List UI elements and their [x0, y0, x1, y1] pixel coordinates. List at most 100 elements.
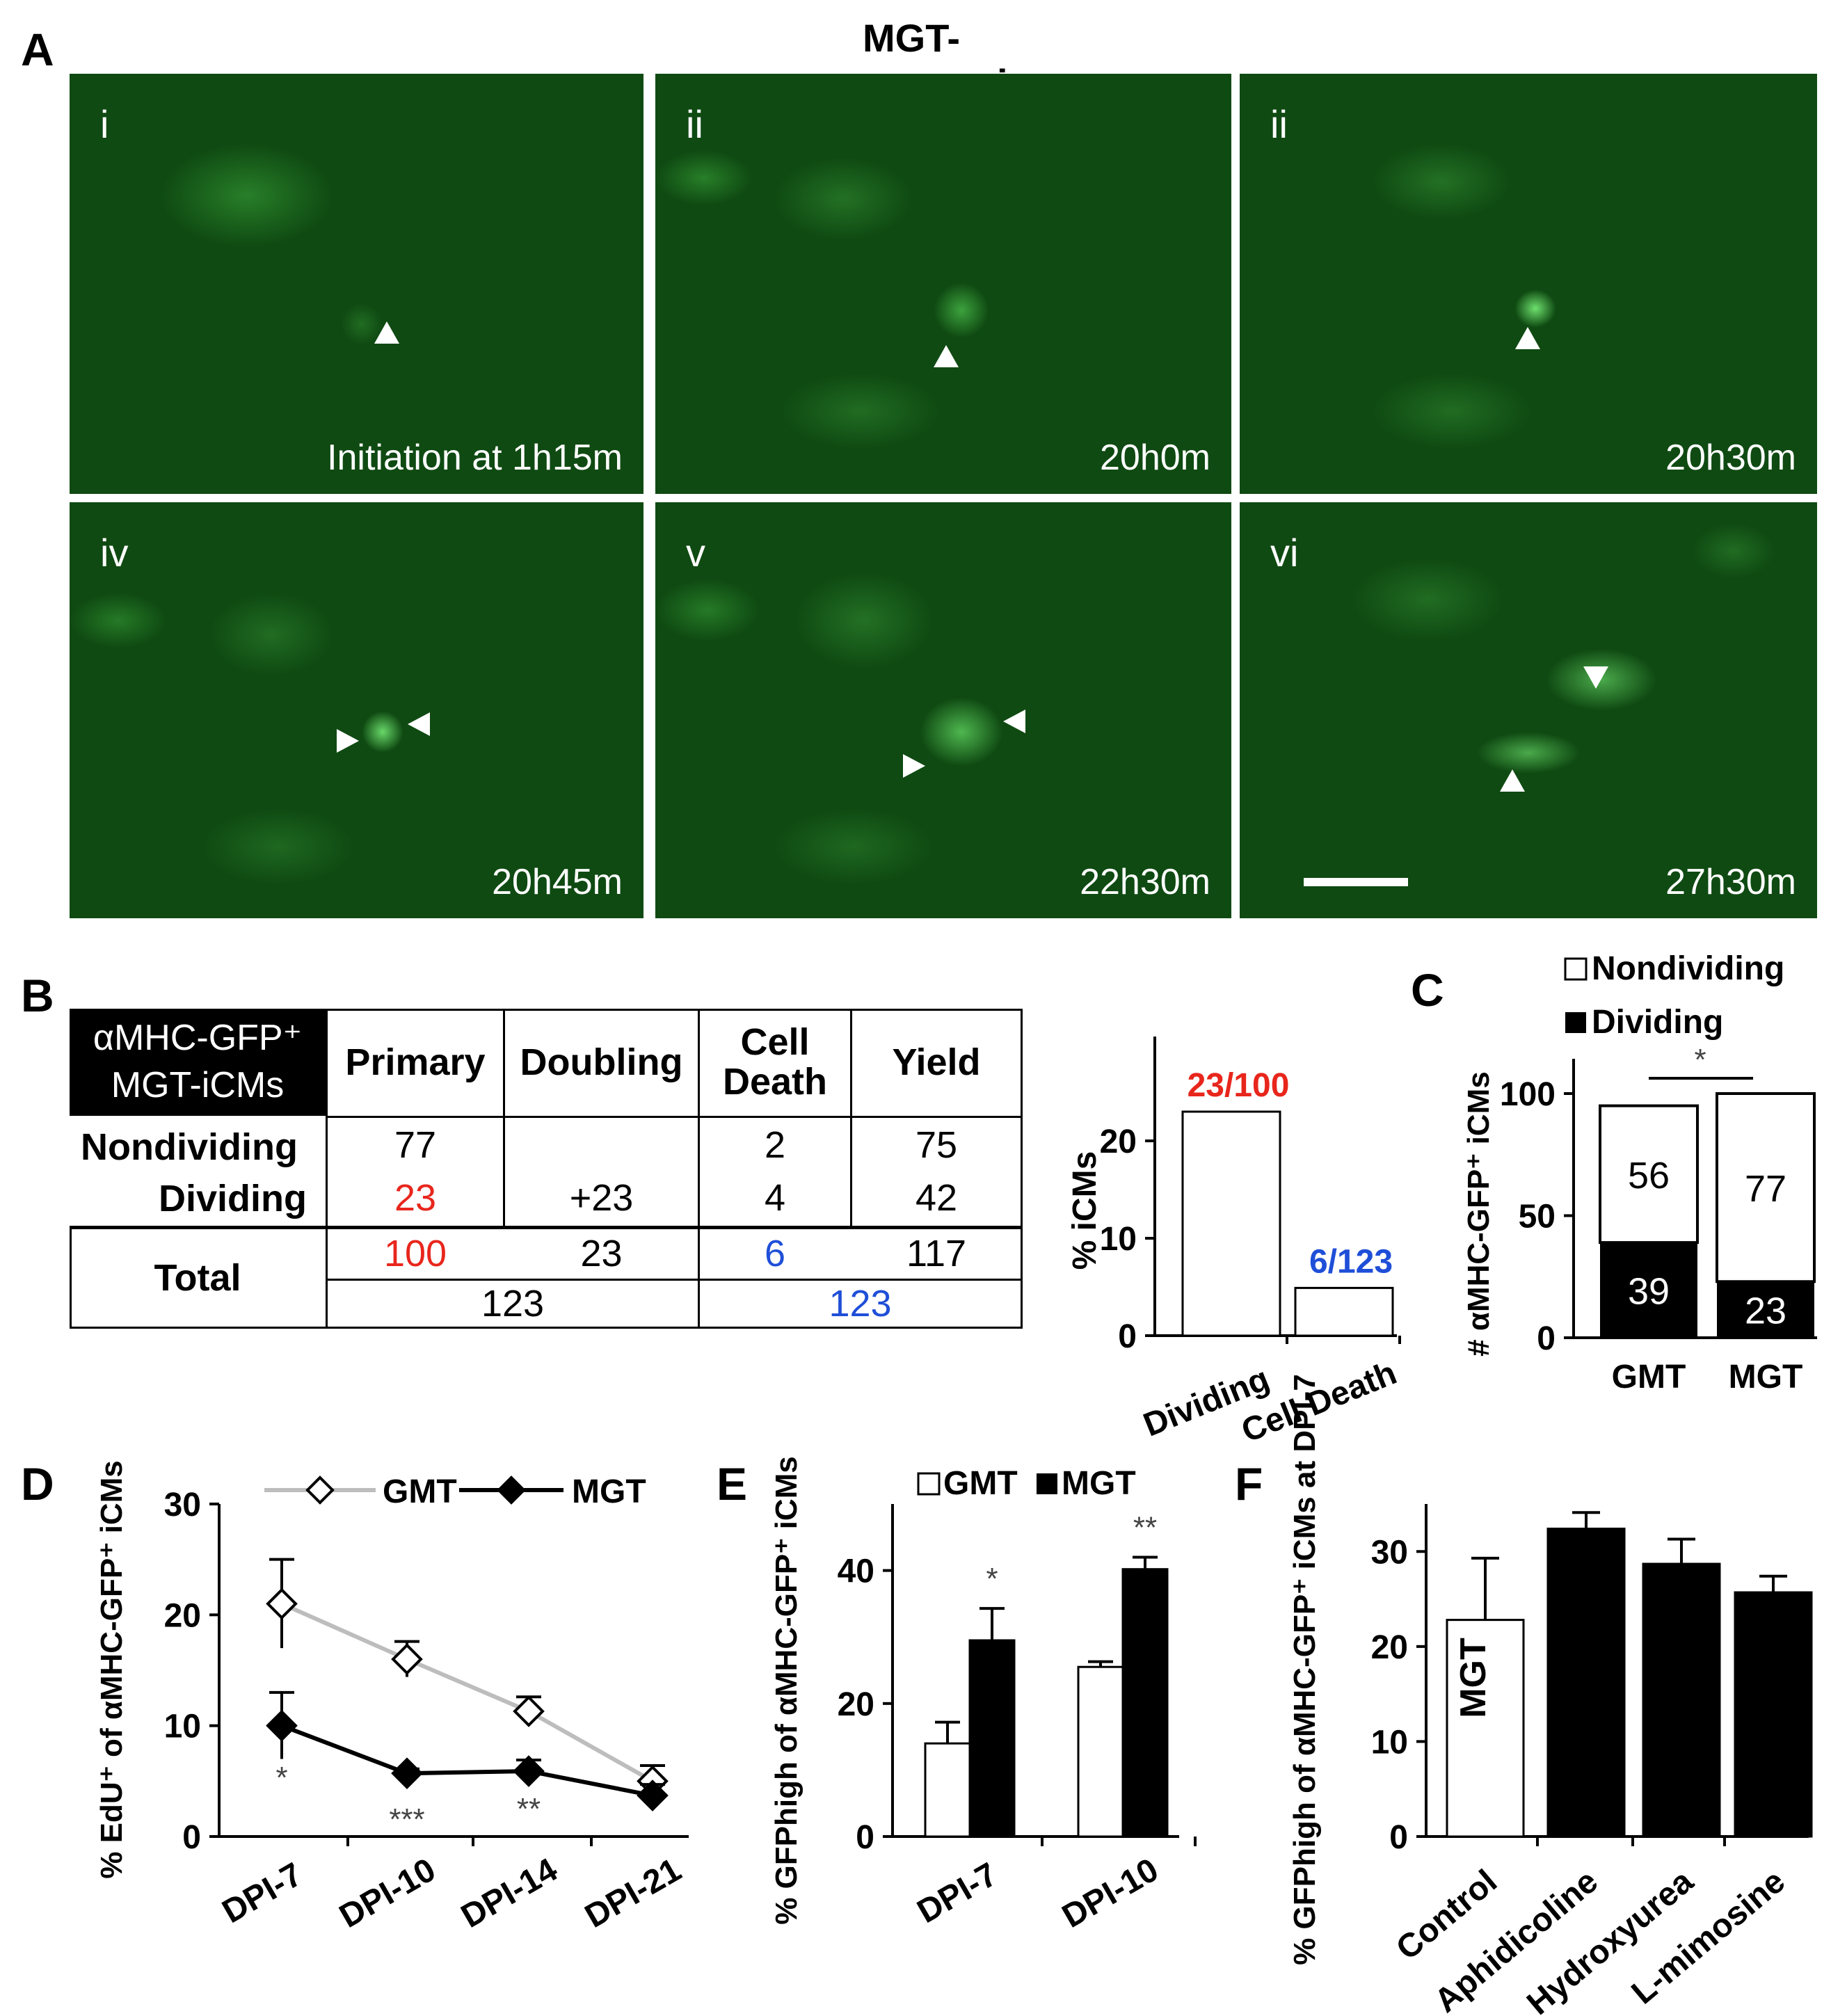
chart-f-bar — [1642, 1562, 1721, 1838]
chart-c-bar-nondividing — [1716, 1092, 1816, 1283]
table-cell: 75 — [915, 1123, 958, 1166]
table-header-cell-death: Cell Death — [722, 1021, 828, 1103]
chart-b-y-tick-label: 0 — [1118, 1318, 1137, 1355]
micrograph-frame-1: i Initiation at 1h15m — [70, 74, 643, 494]
chart-d-y-tick-label: 0 — [182, 1819, 201, 1856]
chart-e-y-tick-label: 40 — [838, 1553, 874, 1590]
chart-b-bar-annotation: 23/100 — [1188, 1067, 1290, 1104]
frame-tag: ii — [686, 102, 703, 146]
table-subtotal: 123 — [481, 1282, 545, 1325]
frame-tag: v — [686, 531, 705, 575]
micrograph-frame-4: iv 20h45m — [70, 502, 643, 918]
chart-d-legend-marker — [497, 1475, 526, 1505]
arrowhead-icon — [934, 345, 959, 367]
chart-c-bar-dividing — [1600, 1242, 1697, 1338]
table-cell: 4 — [764, 1176, 786, 1219]
chart-f-bar — [1546, 1528, 1626, 1838]
chart-d-marker — [391, 1643, 423, 1675]
row-label-total: Total — [154, 1256, 241, 1299]
panel-label-f: F — [1235, 1458, 1263, 1510]
chart-c-bar-label: 23 — [1745, 1290, 1786, 1332]
frame-time: 20h45m — [492, 862, 623, 902]
arrowhead-icon — [374, 321, 399, 344]
chart-f-y-tick-label: 30 — [1371, 1534, 1408, 1571]
micrograph-frame-5: v 22h30m — [655, 502, 1231, 918]
table-cell-red: 100 — [383, 1232, 447, 1274]
frame-tag: i — [100, 102, 109, 146]
chart-f-y-label: % GFPhigh of αMHC-GFP⁺ iCMs at DPI-7 — [1288, 1374, 1322, 1965]
chart-d-marker — [391, 1757, 423, 1790]
table-cell: 23 — [580, 1232, 623, 1274]
chart-c-bar-label: 56 — [1628, 1155, 1670, 1197]
table-cell-red: 23 — [394, 1176, 437, 1219]
chart-c-legend-label: Dividing — [1592, 1004, 1723, 1041]
chart-c-y-label: # αMHC-GFP⁺ iCMs — [1462, 1071, 1496, 1357]
table-header-yield: Yield — [892, 1041, 981, 1083]
chart-e-legend-swatch — [1037, 1473, 1057, 1494]
chart-b-y-label: % iCMs — [1066, 1151, 1103, 1270]
chart-d-marker — [637, 1779, 669, 1811]
chart-d-significance: * — [275, 1761, 287, 1795]
chart-f-bar — [1734, 1591, 1813, 1838]
table-cell: 42 — [915, 1176, 958, 1219]
chart-d-marker — [266, 1709, 298, 1742]
table-cell: 77 — [394, 1123, 437, 1166]
chart-e-legend-label: GMT — [943, 1465, 1018, 1502]
chart-c-bar-label: 77 — [1745, 1168, 1786, 1210]
chart-c-y-tick-label: 100 — [1500, 1076, 1556, 1113]
chart-e-y-tick-label: 0 — [856, 1819, 874, 1856]
chart-e-y-tick-label: 20 — [838, 1686, 874, 1723]
chart-d-legend-label: MGT — [572, 1473, 646, 1510]
chart-c-legend-swatch — [1564, 957, 1588, 981]
chart-d-significance: ** — [517, 1792, 541, 1826]
frame-time: 22h30m — [1080, 862, 1210, 902]
chart-e-significance: * — [986, 1562, 998, 1596]
arrowhead-icon — [1515, 327, 1540, 349]
chart-c-x-tick-label: MGT — [1729, 1359, 1803, 1395]
chart-d-marker — [513, 1755, 545, 1787]
chart-c-x-tick-label: GMT — [1612, 1359, 1686, 1395]
chart-d-marker — [513, 1695, 545, 1727]
chart-f-y-tick-label: 0 — [1389, 1819, 1408, 1856]
chart-e-bar — [924, 1742, 971, 1838]
frame-tag: vi — [1270, 531, 1299, 575]
arrowhead-icon — [1003, 710, 1025, 733]
chart-d-legend-marker — [305, 1475, 335, 1505]
panel-label-e: E — [717, 1458, 748, 1510]
table-corner-line2: MGT-iCMs — [111, 1065, 285, 1105]
chart-d-series-line — [280, 1723, 653, 1798]
table-cell: 2 — [764, 1123, 786, 1166]
chart-d-x-tick-label: DPI-14 — [455, 1851, 563, 1935]
chart-d-significance: *** — [389, 1802, 424, 1837]
chart-d-y-tick-label: 10 — [164, 1709, 201, 1745]
scale-bar — [1304, 878, 1408, 886]
summary-table: αMHC-GFP⁺ MGT-iCMs Primary Doubling Cell… — [70, 1009, 1023, 1329]
row-label-nondividing: Nondividing — [81, 1126, 298, 1168]
chart-c-legend-swatch — [1565, 1012, 1586, 1033]
chart-e-x-tick-label: DPI-10 — [1056, 1851, 1165, 1935]
chart-e-significance: ** — [1133, 1510, 1157, 1544]
chart-b-bar — [1181, 1110, 1281, 1337]
chart-f-bar-label: MGT — [1453, 1638, 1494, 1718]
micrograph-frame-6: vi 27h30m — [1240, 502, 1817, 918]
chart-c-significance: * — [1694, 1043, 1706, 1077]
chart-e-y-label: % GFPhigh of αMHC-GFP⁺ iCMs — [769, 1456, 803, 1925]
chart-c-bar-nondividing — [1599, 1104, 1699, 1245]
arrowhead-icon — [1583, 666, 1608, 689]
chart-d-series-line — [280, 1601, 654, 1783]
chart-c-bar-dividing — [1717, 1281, 1814, 1338]
frame-time: 20h30m — [1665, 438, 1796, 478]
arrowhead-icon — [1500, 769, 1525, 792]
arrowhead-icon — [408, 712, 430, 736]
chart-b-y-tick-label: 20 — [1100, 1123, 1137, 1160]
panel-label-b: B — [21, 970, 54, 1021]
chart-c-y-tick-label: 50 — [1519, 1199, 1556, 1235]
chart-e: 0 20 40 % GFPhigh of αMHC-GFP⁺ iCMs GMT MGT * D… — [769, 1456, 1197, 1935]
table-subtotal-blue: 123 — [829, 1282, 892, 1325]
panel-label-a: A — [21, 24, 54, 75]
chart-e-bar — [968, 1639, 1016, 1838]
chart-c-y-tick-label: 0 — [1537, 1320, 1556, 1357]
chart-d-x-tick-label: DPI-10 — [333, 1851, 442, 1935]
